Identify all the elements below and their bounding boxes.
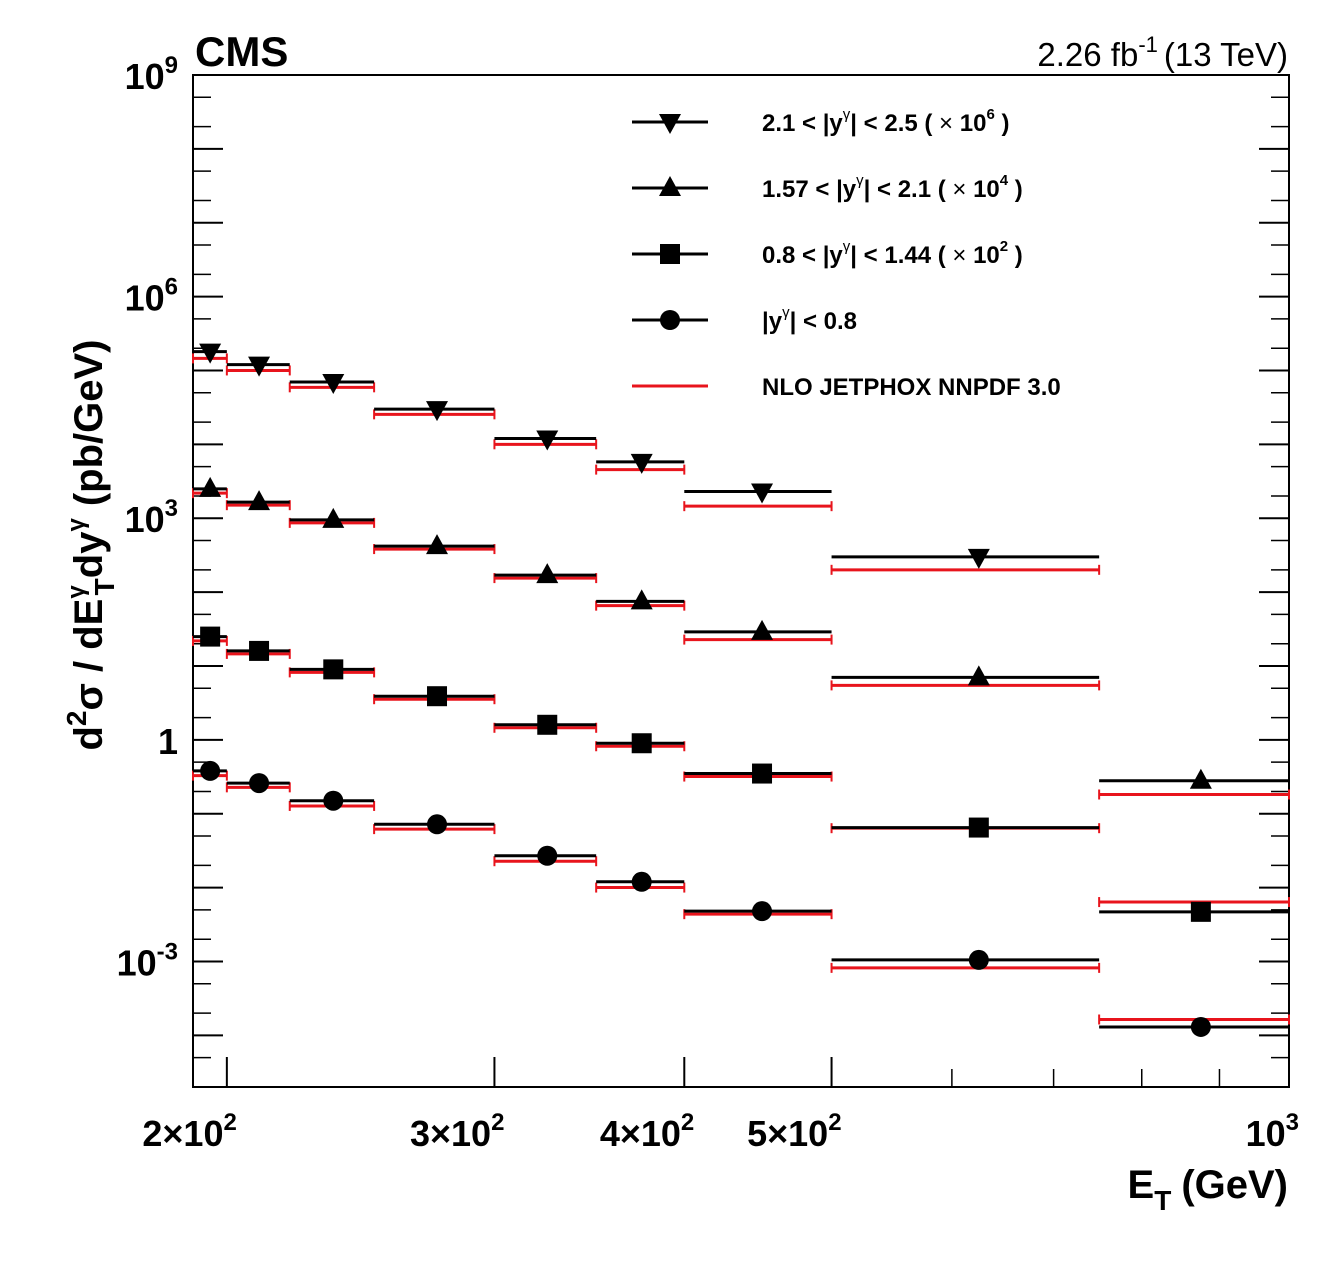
- legend-marker: [659, 114, 681, 134]
- x-tick-label: 3×102: [410, 1109, 504, 1154]
- plot-frame: [192, 74, 1290, 1088]
- data-point: [967, 548, 990, 569]
- legend-label: 1.57 < |yγ| < 2.1 ( × 104 ): [762, 172, 1023, 203]
- x-axis-label: ET (GeV): [1128, 1163, 1288, 1216]
- data-point: [199, 476, 222, 497]
- data-point: [630, 453, 653, 474]
- legend-label: NLO JETPHOX NNPDF 3.0: [762, 374, 1061, 401]
- data-point: [968, 949, 989, 970]
- data-point: [967, 665, 990, 686]
- data-point: [751, 619, 774, 640]
- data-point: [537, 714, 558, 735]
- y-tick-label: 1: [158, 721, 178, 762]
- y-tick-label: 103: [125, 495, 178, 540]
- data-point: [751, 483, 774, 504]
- y-tick-label: 106: [125, 274, 178, 319]
- data-point: [322, 373, 345, 394]
- lumi-label: 2.26 fb-1 (13 TeV): [1037, 32, 1288, 73]
- x-tick-label: 5×102: [747, 1109, 841, 1154]
- data-point: [248, 490, 271, 511]
- legend-marker: [660, 310, 680, 330]
- data-point: [323, 790, 344, 811]
- data-point: [200, 626, 221, 647]
- legend-label: 0.8 < |yγ| < 1.44 ( × 102 ): [762, 238, 1023, 269]
- legend-label: |yγ| < 0.8: [762, 304, 857, 335]
- data-point: [536, 563, 559, 584]
- data-point: [752, 763, 773, 784]
- data-point: [200, 760, 221, 781]
- data-point: [1190, 901, 1211, 922]
- data-point: [322, 507, 345, 528]
- data-point: [752, 901, 773, 922]
- data-point: [537, 845, 558, 866]
- legend: 2.1 < |yγ| < 2.5 ( × 106 ) 1.57 < |yγ| < …: [632, 106, 1061, 401]
- data-point: [427, 686, 448, 707]
- legend-label: 2.1 < |yγ| < 2.5 ( × 106 ): [762, 106, 1009, 137]
- data-layer: [193, 343, 1289, 1037]
- data-point: [248, 356, 271, 377]
- data-point: [426, 534, 449, 555]
- data-point: [630, 589, 653, 610]
- data-point: [323, 659, 344, 680]
- y-tick-label: 10-3: [117, 938, 178, 983]
- legend-marker: [660, 244, 680, 264]
- x-tick-label: 103: [1246, 1109, 1299, 1154]
- data-point: [631, 871, 652, 892]
- data-point: [968, 817, 989, 838]
- chart-title: CMS: [195, 28, 288, 75]
- x-tick-labels: 2×102 3×102 4×102 5×102 103: [142, 1109, 1299, 1154]
- data-point: [249, 773, 270, 794]
- theory-layer: [192, 353, 1290, 1025]
- data-point: [427, 814, 448, 835]
- data-point: [249, 640, 270, 661]
- axis-ticks: [193, 74, 1290, 1087]
- data-point: [1189, 768, 1212, 789]
- data-point: [631, 733, 652, 754]
- y-tick-labels: 109 106 103 1 10-3: [117, 52, 178, 983]
- legend-marker: [659, 176, 681, 196]
- x-tick-label: 4×102: [600, 1109, 694, 1154]
- x-tick-label: 2×102: [142, 1109, 236, 1154]
- data-point: [536, 430, 559, 451]
- data-point: [199, 343, 222, 364]
- y-axis-label: d2σ / dEγTdyγ(pb/GeV): [61, 339, 120, 750]
- y-tick-label: 109: [125, 52, 178, 97]
- data-point: [1190, 1016, 1211, 1037]
- data-point: [426, 401, 449, 422]
